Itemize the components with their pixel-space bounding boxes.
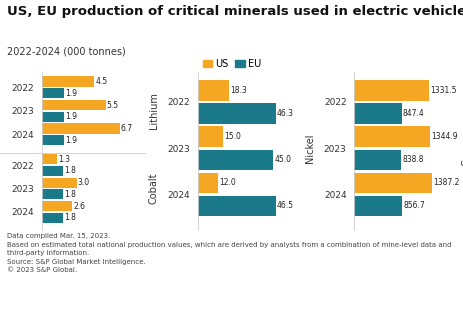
- Text: 1.9: 1.9: [65, 112, 77, 121]
- Bar: [353, 127, 429, 147]
- Text: 1.8: 1.8: [64, 213, 75, 222]
- Bar: [353, 196, 401, 216]
- Text: 1.8: 1.8: [64, 190, 75, 199]
- Text: US, EU production of critical minerals used in electric vehicles: US, EU production of critical minerals u…: [7, 5, 463, 18]
- Text: 3.0: 3.0: [78, 178, 90, 187]
- Text: 5.5: 5.5: [106, 100, 119, 109]
- Text: 1.3: 1.3: [58, 155, 70, 164]
- Bar: [42, 213, 63, 223]
- Text: 838.8: 838.8: [401, 155, 423, 164]
- Text: Copper: Copper: [460, 130, 463, 166]
- Bar: [42, 88, 64, 99]
- Text: Cobalt: Cobalt: [148, 173, 158, 204]
- Text: 1.8: 1.8: [64, 166, 75, 175]
- Text: 46.3: 46.3: [276, 109, 293, 118]
- Text: 1.9: 1.9: [65, 136, 77, 145]
- Bar: [42, 166, 63, 176]
- Text: 2.6: 2.6: [73, 202, 85, 211]
- Text: 15.0: 15.0: [224, 132, 241, 141]
- Text: 1344.9: 1344.9: [430, 132, 457, 141]
- Text: 1.9: 1.9: [65, 89, 77, 98]
- Text: 856.7: 856.7: [403, 201, 425, 210]
- Bar: [42, 201, 72, 211]
- Bar: [198, 103, 275, 124]
- Bar: [353, 149, 400, 170]
- Text: 45.0: 45.0: [274, 155, 291, 164]
- Bar: [42, 100, 106, 110]
- Bar: [42, 177, 76, 188]
- Text: 4.5: 4.5: [95, 77, 107, 86]
- Bar: [198, 80, 228, 100]
- Bar: [198, 149, 273, 170]
- Bar: [198, 173, 218, 193]
- Text: 1387.2: 1387.2: [432, 178, 459, 187]
- Text: 2022-2024 (000 tonnes): 2022-2024 (000 tonnes): [7, 47, 125, 57]
- Bar: [353, 103, 401, 124]
- Text: 46.5: 46.5: [276, 201, 294, 210]
- Text: Lithium: Lithium: [148, 92, 158, 129]
- Text: Data compiled Mar. 15, 2023.
Based on estimated total national production values: Data compiled Mar. 15, 2023. Based on es…: [7, 233, 450, 273]
- Bar: [42, 123, 119, 134]
- Legend: US, EU: US, EU: [198, 55, 265, 72]
- Text: 12.0: 12.0: [219, 178, 236, 187]
- Bar: [353, 173, 431, 193]
- Bar: [353, 80, 428, 100]
- Text: 1331.5: 1331.5: [429, 86, 456, 95]
- Text: 847.4: 847.4: [402, 109, 424, 118]
- Text: Nickel: Nickel: [304, 133, 314, 163]
- Text: 18.3: 18.3: [229, 86, 246, 95]
- Bar: [42, 77, 94, 87]
- Text: 6.7: 6.7: [120, 124, 132, 133]
- Bar: [42, 189, 63, 200]
- Bar: [198, 127, 223, 147]
- Bar: [198, 196, 275, 216]
- Bar: [42, 135, 64, 145]
- Bar: [42, 154, 57, 164]
- Bar: [42, 112, 64, 122]
